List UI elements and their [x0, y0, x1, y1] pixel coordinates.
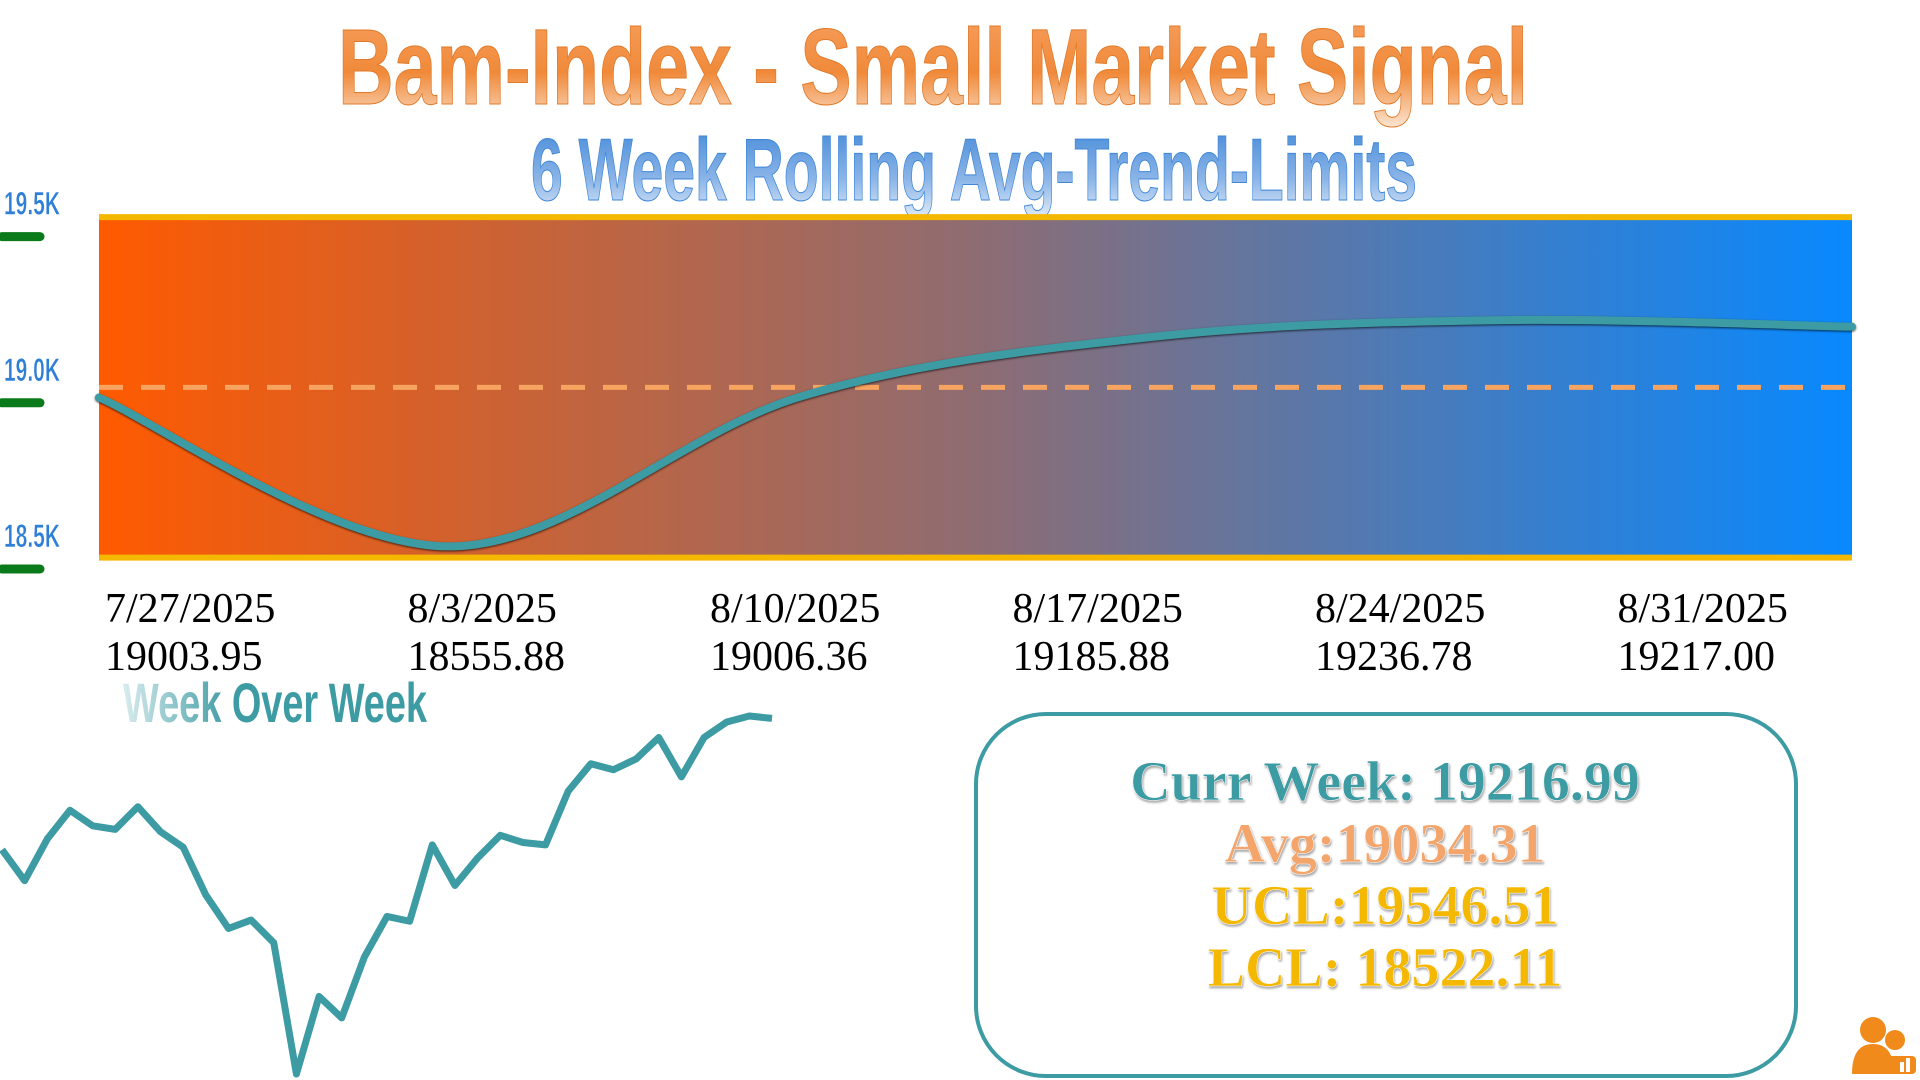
- stat-ucl: UCL:19546.51: [1212, 875, 1559, 937]
- value-label: 18555.88: [408, 634, 566, 680]
- team-icon: [1852, 1017, 1916, 1074]
- stat-value: 19216.99: [1430, 751, 1640, 813]
- stat-label: UCL:: [1212, 875, 1349, 937]
- stat-value: 19034.31: [1335, 813, 1545, 875]
- stat-value: 19546.51: [1348, 875, 1558, 937]
- y-tick-label: 19.0K: [4, 352, 60, 388]
- stat-label: Avg:: [1225, 813, 1336, 875]
- trend-line: [95, 315, 1856, 551]
- chart-subtitle: 6 Week Rolling Avg-Trend-Limits: [531, 120, 1417, 219]
- x-tick-label: 7/27/2025: [105, 586, 275, 632]
- sparkline: [0, 712, 773, 1078]
- value-label: 19003.95: [105, 634, 263, 680]
- value-label: 19006.36: [710, 634, 868, 680]
- stats: Curr Week: 19216.99Avg:19034.31UCL:19546.…: [1130, 751, 1640, 1000]
- chart-title: Bam-Index - Small Market Signal: [338, 6, 1528, 127]
- stat-label: Curr Week:: [1130, 751, 1416, 813]
- x-tick-label: 8/31/2025: [1618, 586, 1788, 632]
- sparkline-title: Week Over Week: [123, 671, 428, 734]
- value-label: 19217.00: [1618, 634, 1776, 680]
- value-label: 19236.78: [1315, 634, 1473, 680]
- value-label: 19185.88: [1013, 634, 1171, 680]
- x-tick-label: 8/17/2025: [1013, 586, 1183, 632]
- x-tick-label: 8/10/2025: [710, 586, 880, 632]
- y-tick-label: 19.5K: [4, 186, 60, 222]
- stat-value: 18522.11: [1355, 937, 1562, 999]
- stat-avg: Avg:19034.31: [1225, 813, 1546, 875]
- y-tick-label: 18.5K: [4, 518, 60, 554]
- control-band: [99, 217, 1852, 558]
- stat-lcl: LCL: 18522.11: [1208, 937, 1563, 999]
- x-tick-label: 8/24/2025: [1315, 586, 1485, 632]
- stat-label: LCL:: [1208, 937, 1342, 999]
- x-tick-label: 8/3/2025: [408, 586, 557, 632]
- stat-curr-week: Curr Week: 19216.99: [1130, 751, 1640, 813]
- stats-box: [974, 712, 1798, 1078]
